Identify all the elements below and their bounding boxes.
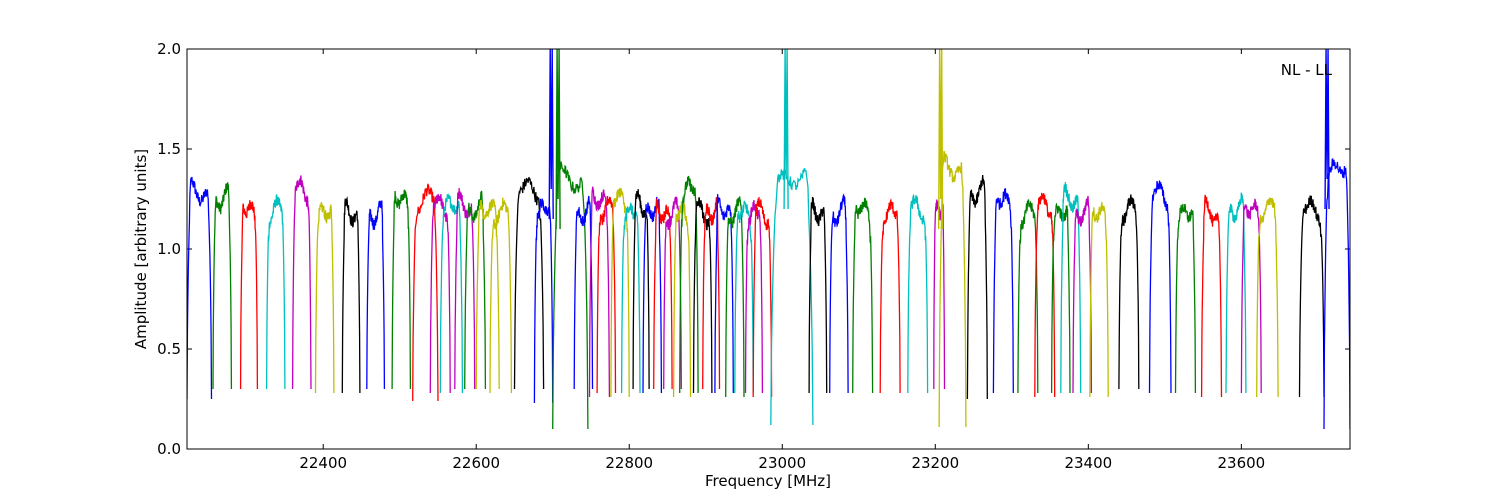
y-tick-label: 1.0 bbox=[157, 240, 181, 258]
plot-area bbox=[186, 48, 1351, 450]
series-band bbox=[1256, 197, 1279, 398]
series-band bbox=[744, 200, 764, 394]
series-spike bbox=[783, 49, 789, 210]
series-band bbox=[907, 193, 929, 394]
series-band bbox=[1225, 192, 1247, 394]
x-tick-label: 22400 bbox=[299, 454, 347, 472]
series-band bbox=[341, 196, 361, 394]
x-tick-label: 22800 bbox=[605, 454, 653, 472]
series-band bbox=[679, 175, 699, 394]
ticks-layer: 22400 22600 22800 23000 23200 23400 23600 0.0 0.… bbox=[157, 40, 1350, 472]
series-band bbox=[808, 196, 828, 394]
series-band bbox=[653, 198, 673, 390]
series-spike bbox=[937, 49, 944, 230]
series-band bbox=[489, 197, 513, 394]
chart-annotation: NL - LL bbox=[1281, 61, 1333, 79]
series-layer bbox=[187, 49, 1350, 430]
y-axis-title: Amplitude [arbitrary units] bbox=[132, 149, 150, 349]
series-band bbox=[1050, 202, 1071, 394]
x-tick-label: 23600 bbox=[1217, 454, 1265, 472]
series-band bbox=[291, 175, 312, 390]
series-band bbox=[1118, 194, 1140, 390]
series-band bbox=[714, 194, 734, 394]
series-band bbox=[366, 200, 386, 390]
y-tick-label: 1.5 bbox=[157, 140, 181, 158]
series-band bbox=[938, 150, 967, 428]
x-tick-label: 23000 bbox=[758, 454, 806, 472]
series-band bbox=[1072, 195, 1093, 394]
series-band bbox=[1240, 198, 1262, 394]
series-band bbox=[596, 195, 617, 394]
series-spike bbox=[1324, 49, 1330, 210]
series-band bbox=[513, 176, 545, 390]
series-band bbox=[1089, 202, 1109, 398]
series-band bbox=[1174, 203, 1197, 394]
series-band bbox=[966, 175, 988, 400]
series-band bbox=[852, 197, 874, 394]
series-band bbox=[1034, 192, 1056, 398]
x-tick-label: 23200 bbox=[911, 454, 959, 472]
series-band bbox=[573, 195, 594, 390]
series-band bbox=[187, 176, 213, 400]
series-band bbox=[391, 189, 412, 390]
axes-frame bbox=[186, 48, 1351, 450]
series-band bbox=[239, 200, 259, 390]
series-band bbox=[992, 188, 1014, 394]
series-band bbox=[464, 190, 487, 390]
series-band bbox=[692, 197, 713, 394]
series-band bbox=[439, 192, 464, 394]
x-tick-label: 22600 bbox=[452, 454, 500, 472]
series-band bbox=[725, 196, 745, 398]
series-band bbox=[632, 189, 650, 390]
series-band bbox=[1298, 195, 1325, 398]
y-tick-label: 0.0 bbox=[157, 440, 181, 458]
x-axis-title: Frequency [MHz] bbox=[705, 472, 831, 490]
series-band bbox=[879, 198, 901, 394]
series-band bbox=[1200, 194, 1223, 398]
series-band bbox=[1017, 199, 1039, 394]
series-band bbox=[429, 193, 451, 394]
series-band bbox=[734, 200, 754, 394]
series-band bbox=[265, 194, 286, 390]
series-spike bbox=[555, 49, 561, 230]
series-band bbox=[1060, 182, 1082, 394]
series-band bbox=[663, 196, 682, 390]
x-tick-label: 23400 bbox=[1064, 454, 1112, 472]
series-band bbox=[212, 182, 233, 390]
series-band bbox=[454, 188, 476, 390]
series-band bbox=[412, 183, 439, 402]
series-band bbox=[770, 167, 814, 426]
series-band bbox=[314, 202, 335, 394]
series-spike bbox=[548, 49, 554, 220]
series-band bbox=[1148, 180, 1172, 394]
y-tick-label: 0.5 bbox=[157, 340, 181, 358]
series-band bbox=[475, 198, 500, 390]
series-band bbox=[620, 201, 641, 394]
y-tick-label: 2.0 bbox=[157, 40, 181, 58]
series-band bbox=[752, 197, 773, 398]
series-band bbox=[829, 193, 849, 394]
